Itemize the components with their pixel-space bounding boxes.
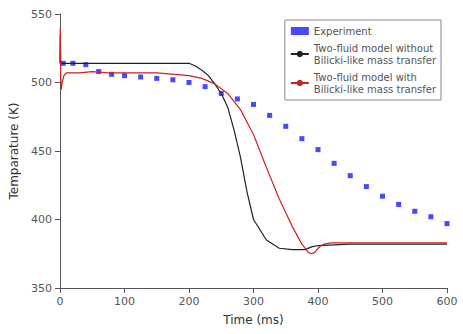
svg-text:300: 300: [243, 295, 264, 308]
svg-text:100: 100: [114, 295, 135, 308]
svg-text:500: 500: [31, 76, 52, 89]
svg-text:Bilicki-like mass transfer: Bilicki-like mass transfer: [314, 55, 437, 66]
svg-text:600: 600: [437, 295, 458, 308]
svg-text:Two-fluid model without: Two-fluid model without: [313, 43, 433, 54]
svg-text:Temparature (K): Temparature (K): [7, 102, 21, 200]
svg-text:450: 450: [31, 145, 52, 158]
svg-text:200: 200: [179, 295, 200, 308]
svg-text:Time (ms): Time (ms): [222, 313, 284, 327]
svg-text:Bilicki-like mass transfer: Bilicki-like mass transfer: [314, 84, 437, 95]
svg-text:400: 400: [31, 213, 52, 226]
svg-text:400: 400: [308, 295, 329, 308]
svg-text:550: 550: [31, 8, 52, 21]
svg-text:Experiment: Experiment: [314, 26, 372, 37]
svg-text:350: 350: [31, 282, 52, 295]
svg-text:Two-fluid model with: Two-fluid model with: [313, 72, 417, 83]
svg-text:500: 500: [372, 295, 393, 308]
svg-text:0: 0: [57, 295, 64, 308]
